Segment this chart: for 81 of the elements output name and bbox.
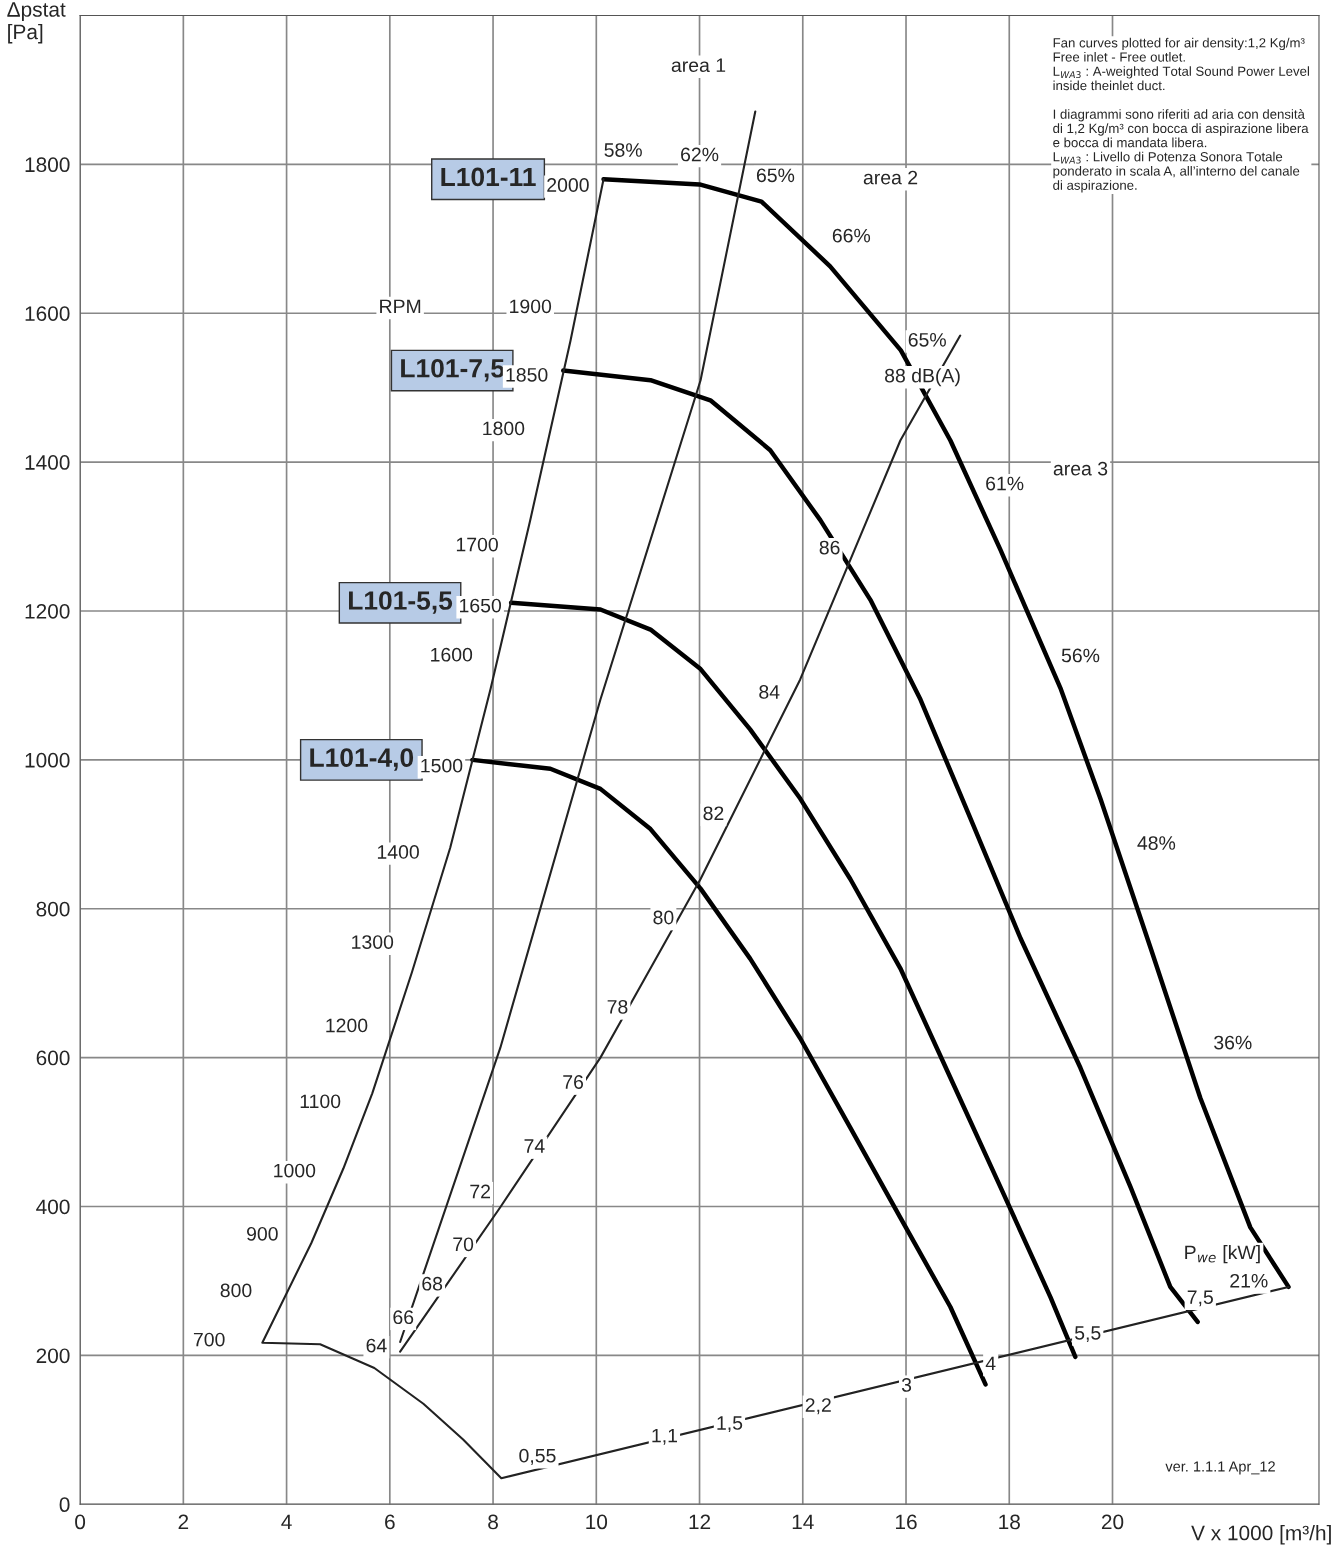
- y-axis-title: Δpstat [Pa]: [7, 2, 66, 44]
- annotation: 2000: [547, 178, 589, 192]
- y-tick-label: 800: [36, 901, 70, 917]
- annotation: 1900: [510, 299, 552, 314]
- annotation: 1000: [274, 1163, 316, 1178]
- annotation: 800: [220, 1283, 252, 1298]
- annotation: P$_{we}$ [kW]: [1185, 1245, 1260, 1264]
- text: Fan curves plotted for air density:1,2 Kg/m³ Free inlet - Free outlet. L$_{WA3}$ : A-weighted Total Sound Power Level inside theinlet duct. I diagrammi sono riferiti ad aria con densità di 1,2 Kg/m³ con bocca di aspirazione libera e bocca di mandata libera. L$_{WA3}$ : Livello di Potenza Sonora Totale ponderato in scala A, all’interno del canale di aspirazione.: [1053, 37, 1309, 193]
- x-tick-label: 0: [75, 1514, 86, 1530]
- annotation: 1300: [352, 935, 394, 949]
- y-tick-label: 400: [36, 1199, 70, 1215]
- annotation: area 3: [1053, 461, 1108, 476]
- annotation: 86: [819, 540, 840, 555]
- y-tick-label: 200: [36, 1348, 70, 1364]
- annotation: 72: [470, 1184, 490, 1199]
- annotation: 1,5: [717, 1416, 743, 1433]
- text: L101-5,5: [349, 591, 453, 614]
- x-tick-label: 20: [1101, 1514, 1124, 1530]
- text: L101-4,0: [310, 748, 414, 771]
- annotation: 66%: [832, 228, 871, 243]
- annotation: 1200: [326, 1018, 368, 1033]
- annotation: 76: [563, 1075, 584, 1089]
- annotation: 1800: [483, 421, 525, 436]
- annotation: RPM: [380, 299, 421, 314]
- x-tick-label: 8: [488, 1514, 498, 1530]
- x-tick-label: 12: [689, 1514, 711, 1530]
- y-tick-label: 0: [59, 1497, 70, 1513]
- y-tick-label: 1400: [25, 455, 70, 470]
- annotation: 5,5: [1074, 1326, 1101, 1343]
- annotation: 4: [985, 1356, 996, 1371]
- annotation: 88 dB(A): [885, 368, 960, 387]
- annotation: 2,2: [805, 1398, 831, 1415]
- annotation: ver. 1.1.1 Apr_12: [1165, 1461, 1275, 1475]
- annotation: 70: [453, 1237, 474, 1252]
- annotation: 65%: [756, 168, 795, 183]
- annotation: 1850: [506, 367, 548, 382]
- annotation: 82: [703, 806, 724, 821]
- annotation: 58%: [604, 143, 642, 157]
- annotation: 64: [366, 1338, 387, 1353]
- annotation: 74: [524, 1139, 545, 1153]
- annotation: 56%: [1061, 648, 1100, 663]
- annotation: 80: [653, 910, 674, 925]
- annotation: 62%: [681, 147, 719, 162]
- annotation: 1650: [460, 598, 502, 613]
- annotation: 78: [607, 999, 628, 1014]
- annotation: 84: [759, 685, 780, 699]
- annotation: 21%: [1230, 1273, 1268, 1288]
- annotation: 1,1: [652, 1428, 678, 1445]
- y-tick-label: 1000: [25, 752, 70, 768]
- annotation: 68: [422, 1276, 443, 1291]
- y-tick-label: 600: [36, 1050, 70, 1066]
- x-tick-label: 6: [385, 1514, 395, 1530]
- text: L101-7,5: [401, 358, 505, 382]
- x-tick-label: 4: [281, 1514, 292, 1530]
- y-tick-label: 1200: [25, 603, 70, 619]
- annotation: 65%: [908, 332, 946, 347]
- annotation: 900: [247, 1226, 278, 1241]
- annotation: 1100: [300, 1094, 341, 1109]
- x-tick-label: 2: [178, 1514, 189, 1530]
- annotation: 700: [193, 1332, 225, 1347]
- annotation: area 2: [863, 170, 918, 185]
- annotation: 61%: [986, 476, 1024, 491]
- annotation: 1700: [456, 537, 498, 552]
- annotation: 36%: [1214, 1035, 1252, 1050]
- text: L101-11: [441, 167, 536, 187]
- annotation: 48%: [1137, 836, 1176, 850]
- x-axis-title: V x 1000 [m³/h]: [1191, 1525, 1331, 1545]
- x-tick-label: 18: [999, 1514, 1020, 1530]
- annotation: area 1: [671, 58, 726, 73]
- x-tick-label: 14: [792, 1514, 814, 1530]
- annotation: 3: [901, 1378, 912, 1392]
- x-tick-label: 16: [896, 1514, 917, 1530]
- y-tick-label: 1800: [25, 157, 70, 173]
- annotation: 7,5: [1187, 1290, 1213, 1307]
- annotation: 66: [393, 1310, 414, 1325]
- annotation: 1500: [421, 758, 463, 773]
- x-tick-label: 10: [586, 1514, 608, 1530]
- annotation: 0,55: [519, 1448, 556, 1465]
- y-tick-label: 1600: [25, 306, 70, 321]
- annotation: 1600: [431, 647, 473, 662]
- annotation: 1400: [377, 845, 419, 859]
